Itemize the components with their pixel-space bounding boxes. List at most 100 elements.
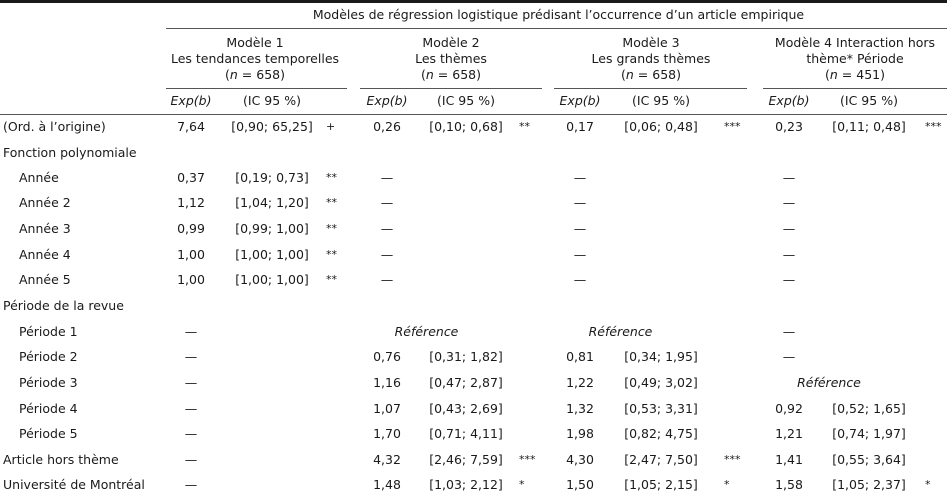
ic-value: [0,43; 2,69] bbox=[429, 401, 503, 416]
row-label: Période 3 bbox=[19, 375, 78, 390]
row-label: Période 2 bbox=[19, 349, 78, 364]
ic-value: [0,31; 1,82] bbox=[429, 349, 503, 364]
model-3-subtitle: Les grands thèmes bbox=[591, 51, 711, 66]
row-label: Période 1 bbox=[19, 324, 78, 339]
ic-value: [0,52; 1,65] bbox=[832, 401, 906, 416]
exp-value: 1,48 bbox=[373, 477, 401, 492]
significance-marker: ** bbox=[519, 120, 530, 133]
ic-value: [2,46; 7,59] bbox=[429, 452, 503, 467]
exp-value: 1,21 bbox=[775, 426, 803, 441]
exp-value: 1,00 bbox=[177, 272, 205, 287]
sample-size-open: ( bbox=[225, 67, 230, 82]
exp-value: 1,07 bbox=[373, 401, 401, 416]
exp-value: 1,00 bbox=[177, 247, 205, 262]
exp-value: — bbox=[782, 221, 796, 236]
exp-value: — bbox=[184, 375, 198, 390]
significance-marker: * bbox=[724, 478, 730, 491]
exp-value: — bbox=[573, 272, 587, 287]
sample-size-open: ( bbox=[825, 67, 830, 82]
row-label: Fonction polynomiale bbox=[3, 145, 137, 160]
ic-value: [1,00; 1,00] bbox=[235, 247, 309, 262]
exp-value: 4,30 bbox=[566, 452, 594, 467]
ic-value: [1,00; 1,00] bbox=[235, 272, 309, 287]
ic-value: [0,49; 3,02] bbox=[624, 375, 698, 390]
model-1-subtitle: Les tendances temporelles bbox=[170, 51, 340, 66]
exp-value: 0,26 bbox=[373, 119, 401, 134]
significance-marker: * bbox=[519, 478, 525, 491]
exp-value: 1,32 bbox=[566, 401, 594, 416]
exp-value: 0,76 bbox=[373, 349, 401, 364]
model-1-rule bbox=[166, 88, 347, 89]
exp-value: 0,92 bbox=[775, 401, 803, 416]
ic-value: [1,03; 2,12] bbox=[429, 477, 503, 492]
exp-value: — bbox=[184, 426, 198, 441]
ic-header: (IC 95 %) bbox=[840, 93, 898, 108]
exp-value: — bbox=[184, 452, 198, 467]
exp-header: Exp(b) bbox=[366, 93, 408, 108]
exp-value: — bbox=[782, 195, 796, 210]
exp-value: — bbox=[184, 477, 198, 492]
exp-value: 0,37 bbox=[177, 170, 205, 185]
ic-value: [2,47; 7,50] bbox=[624, 452, 698, 467]
exp-value: — bbox=[184, 349, 198, 364]
exp-value: — bbox=[573, 221, 587, 236]
exp-header: Exp(b) bbox=[559, 93, 601, 108]
ic-header: (IC 95 %) bbox=[243, 93, 301, 108]
significance-marker: * bbox=[925, 478, 931, 491]
model-1-sample-size: (n = 658) bbox=[145, 68, 365, 82]
row-label: Année 4 bbox=[19, 247, 71, 262]
exp-value: 0,23 bbox=[775, 119, 803, 134]
significance-marker: + bbox=[326, 120, 336, 133]
significance-marker: ** bbox=[326, 248, 337, 261]
significance-marker: *** bbox=[724, 453, 741, 466]
exp-value: — bbox=[782, 272, 796, 287]
significance-marker: ** bbox=[326, 222, 337, 235]
exp-value: 1,70 bbox=[373, 426, 401, 441]
exp-value: 1,50 bbox=[566, 477, 594, 492]
significance-marker: ** bbox=[326, 196, 337, 209]
sample-size-open: ( bbox=[421, 67, 426, 82]
ic-value: [0,74; 1,97] bbox=[832, 426, 906, 441]
exp-value: 0,17 bbox=[566, 119, 594, 134]
significance-marker: ** bbox=[326, 171, 337, 184]
row-label: Année 5 bbox=[19, 272, 71, 287]
sample-size-value: = 658) bbox=[433, 67, 481, 82]
ic-value: [0,19; 0,73] bbox=[235, 170, 309, 185]
ic-value: [0,55; 3,64] bbox=[832, 452, 906, 467]
exp-value: 1,58 bbox=[775, 477, 803, 492]
ic-value: [0,99; 1,00] bbox=[235, 221, 309, 236]
row-label: Année 2 bbox=[19, 195, 71, 210]
ic-value: [1,05; 2,15] bbox=[624, 477, 698, 492]
exp-value: — bbox=[782, 349, 796, 364]
reference-cell: Référence bbox=[394, 324, 459, 339]
significance-marker: *** bbox=[925, 120, 942, 133]
exp-value: — bbox=[573, 247, 587, 262]
exp-value: — bbox=[782, 247, 796, 262]
ic-value: [1,05; 2,37] bbox=[832, 477, 906, 492]
exp-value: — bbox=[380, 247, 394, 262]
row-label: Université de Montréal bbox=[3, 477, 145, 492]
ic-value: [0,47; 2,87] bbox=[429, 375, 503, 390]
exp-value: 1,41 bbox=[775, 452, 803, 467]
exp-value: — bbox=[573, 195, 587, 210]
significance-marker: ** bbox=[326, 273, 337, 286]
super-header-rule bbox=[166, 28, 947, 29]
exp-value: 0,81 bbox=[566, 349, 594, 364]
model-3-rule bbox=[554, 88, 747, 89]
model-1-title: Modèle 1 bbox=[226, 35, 284, 50]
row-label: (Ord. à l’origine) bbox=[3, 119, 106, 134]
exp-header: Exp(b) bbox=[768, 93, 810, 108]
model-3-sample-size: (n = 658) bbox=[541, 68, 761, 82]
exp-value: — bbox=[184, 401, 198, 416]
significance-marker: *** bbox=[724, 120, 741, 133]
sample-size-value: = 658) bbox=[633, 67, 681, 82]
model-2-rule bbox=[360, 88, 542, 89]
model-2-title: Modèle 2 bbox=[422, 35, 480, 50]
ic-header: (IC 95 %) bbox=[632, 93, 690, 108]
row-label: Article hors thème bbox=[3, 452, 119, 467]
reference-cell: Référence bbox=[588, 324, 653, 339]
row-label: Période 4 bbox=[19, 401, 78, 416]
model-4-title: Modèle 4 Interaction hors bbox=[774, 35, 936, 50]
sample-size-label: n bbox=[625, 67, 634, 82]
model-3-title: Modèle 3 bbox=[622, 35, 680, 50]
